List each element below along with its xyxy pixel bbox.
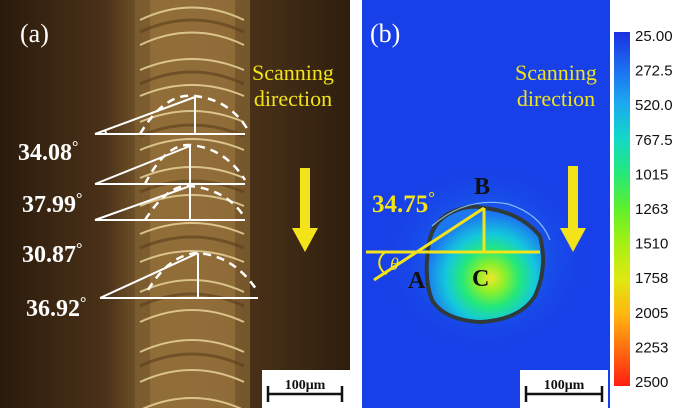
panel-label-b: (b) [370, 19, 400, 48]
panel-b: 100μm [362, 0, 610, 408]
scan-label-a-line1: Scanning [252, 60, 334, 85]
angle-overlay-1 [94, 94, 250, 135]
track-ripples [139, 6, 245, 408]
scale-bar-box-b [520, 370, 608, 408]
point-label-a: A [408, 268, 426, 294]
point-label-b: B [474, 174, 490, 200]
colorbar-gradient [614, 32, 630, 386]
scan-label-b-line1: Scanning [515, 60, 597, 85]
angle-overlay-3 [94, 184, 247, 221]
colorbar-tick-label: 1015 [635, 166, 668, 183]
colorbar-tick-label: 2500 [635, 374, 668, 391]
colorbar-tick-label: 25.00 [635, 28, 673, 45]
colorbar-tick-label: 2005 [635, 305, 668, 322]
angle-label-b: 34.75° [372, 188, 435, 218]
geometry-lines [366, 206, 540, 282]
point-label-c: C [472, 266, 489, 292]
scale-bar-label-a: 100μm [285, 378, 326, 393]
angle-overlay-2 [94, 143, 247, 185]
scan-arrow-a [292, 168, 318, 252]
theta-label: θ [390, 254, 399, 274]
colorbar: 25.00 272.5 520.0 767.5 1015 1263 1510 1758 2005… [614, 28, 673, 391]
scan-arrow-b [560, 166, 586, 252]
angle-label-2: 37.99° [22, 191, 82, 218]
colorbar-ticks: 25.00 272.5 520.0 767.5 1015 1263 1510 1758 2005… [635, 28, 673, 391]
scan-label-a-line2: direction [254, 86, 332, 111]
angle-label-1: 34.08° [18, 139, 78, 166]
colorbar-tick-label: 2253 [635, 339, 668, 356]
panel-label-a: (a) [20, 19, 49, 48]
angle-overlay-4 [99, 251, 260, 299]
scale-bar-label-b: 100μm [544, 378, 585, 393]
colorbar-tick-label: 272.5 [635, 63, 673, 80]
colorbar-tick-label: 767.5 [635, 132, 673, 149]
angle-label-3: 30.87° [22, 241, 82, 268]
scan-label-b-line2: direction [517, 86, 595, 111]
colorbar-tick-label: 1758 [635, 270, 668, 287]
melt-pool [426, 206, 544, 322]
colorbar-tick-label: 520.0 [635, 97, 673, 114]
colorbar-tick-label: 1263 [635, 201, 668, 218]
angle-label-4: 36.92° [26, 295, 86, 322]
scale-bar-box-a [262, 370, 350, 408]
panel-a: 100μm [0, 0, 350, 408]
colorbar-tick-label: 1510 [635, 236, 668, 253]
